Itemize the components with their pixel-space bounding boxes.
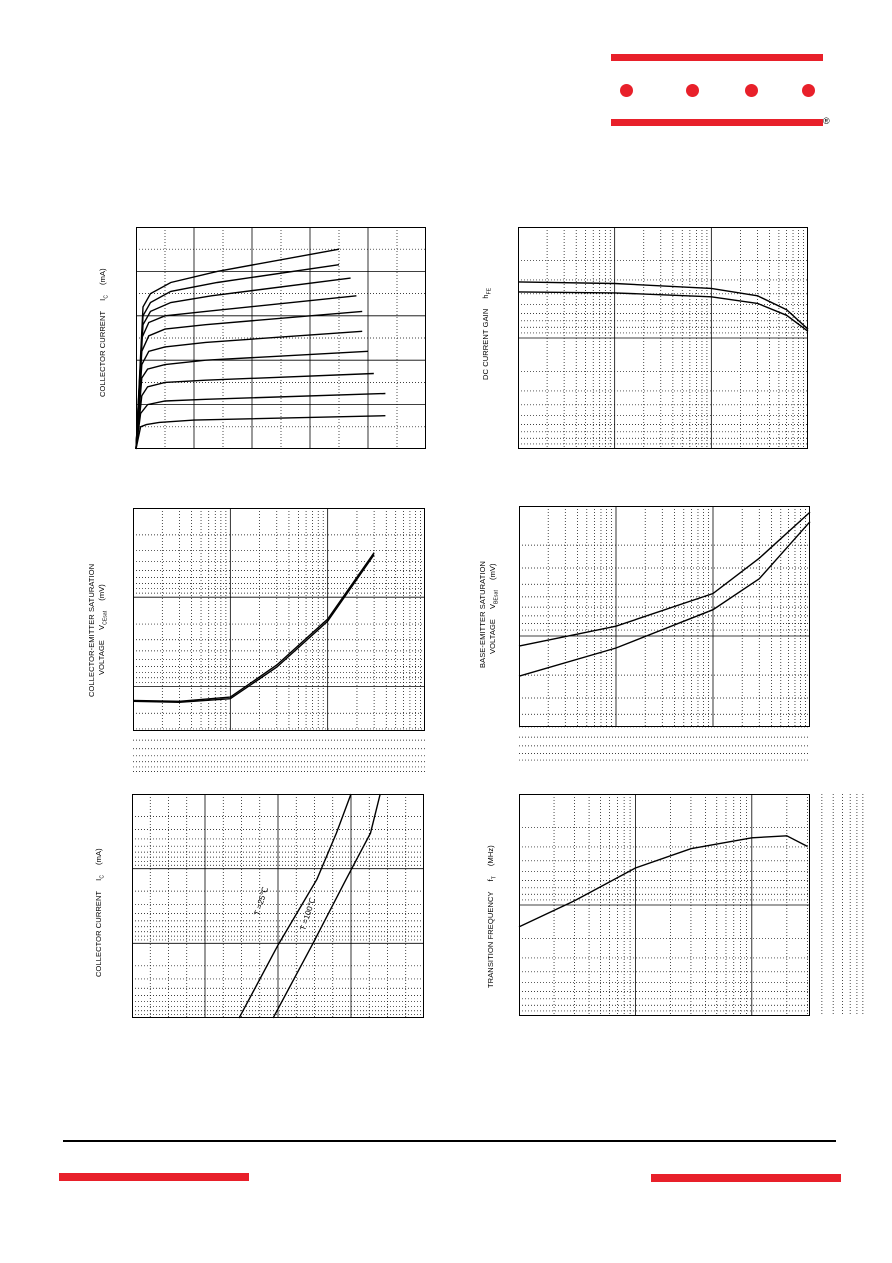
c4-curve-1: [518, 511, 811, 647]
c6-ylabel: TRANSITION FREQUENCYfT(MHz): [486, 845, 498, 988]
c3-frame: [133, 508, 425, 731]
c5-curve-1: [238, 793, 352, 1019]
c1-curve-8: [135, 277, 351, 450]
c3-curve-1: [132, 552, 375, 703]
chart-dc-current-gain: [517, 227, 809, 449]
chart-collector-current-vs-vbe: T =25℃ T =100℃: [132, 793, 424, 1019]
c1-curve-7: [135, 295, 357, 450]
c2-curve-2: [517, 291, 809, 332]
c1-curve-1: [135, 415, 386, 450]
c2-curve-1: [517, 281, 809, 330]
c5-ylabel: COLLECTOR CURRENTIC(mA): [94, 848, 106, 977]
c1-curve-5: [135, 330, 363, 450]
c1-curve-3: [135, 372, 374, 450]
registered-mark: ®: [823, 116, 830, 126]
c1-curve-4: [135, 350, 369, 450]
c4-ylabel: BASE-EMITTER SATURATION VOLTAGEVBEsat(mV…: [478, 560, 500, 668]
c6-curve-1: [518, 835, 808, 928]
c2-ylabel: DC CURRENT GAINhFE: [481, 287, 493, 380]
chart-collector-current-output: [135, 227, 426, 450]
c1-frame: [136, 227, 426, 449]
c1-curve-6: [135, 310, 363, 450]
logo-dot-2: [686, 84, 699, 97]
logo-dot-4: [802, 84, 815, 97]
c2-frame: [518, 227, 808, 449]
c4-curve-2: [518, 521, 811, 677]
c5-annotation-25c: T =25℃: [252, 886, 270, 917]
c3-curve-2: [132, 554, 375, 704]
logo-dot-3: [745, 84, 758, 97]
chart-vce-saturation: [132, 508, 425, 772]
c3-ylabel: COLLECTOR-EMITTER SATURATION VOLTAGEVCEs…: [87, 563, 109, 697]
c1-ylabel: COLLECTOR CURRENTIC(mA): [98, 268, 110, 397]
c6-frame: [519, 794, 810, 1016]
chart-vbe-saturation: [518, 506, 811, 761]
c4-frame: [519, 506, 810, 727]
logo-bottom-bar: [611, 119, 823, 126]
footer-left-bar: [59, 1173, 249, 1181]
chart-transition-frequency: [518, 794, 864, 1016]
footer-rule: [63, 1140, 836, 1142]
c5-frame: [132, 794, 424, 1018]
logo-dot-1: [620, 84, 633, 97]
c5-curve-2: [272, 793, 381, 1019]
footer-right-bar: [651, 1174, 841, 1182]
c1-curve-10: [135, 248, 340, 450]
logo-top-bar: [611, 54, 823, 61]
